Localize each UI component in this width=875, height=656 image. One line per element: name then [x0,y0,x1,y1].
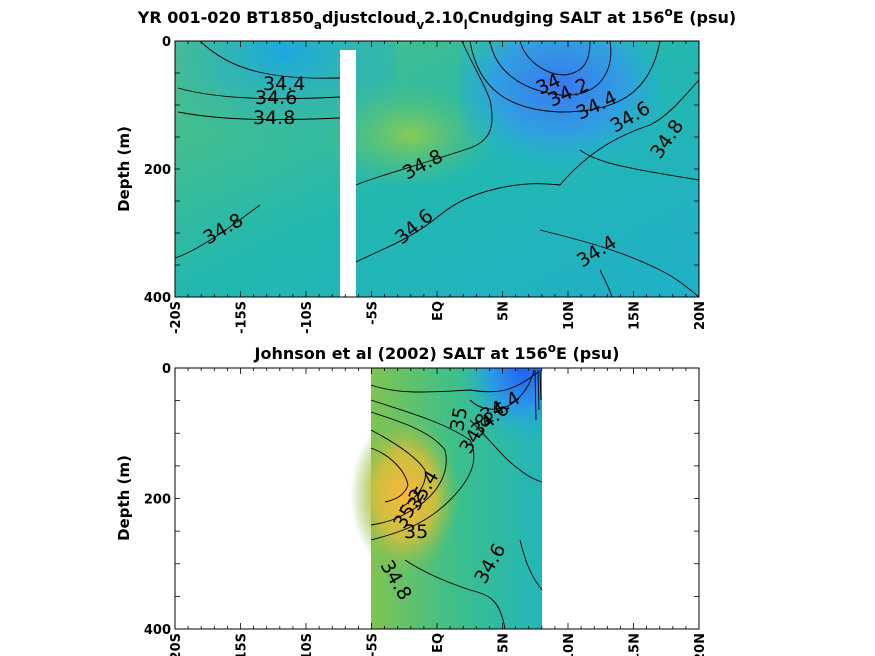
x-tick-label: -20S [169,301,184,334]
y-tick-label: 200 [144,493,171,508]
bottom-title: Johnson et al (2002) SALT at 156oE (psu) [254,341,620,363]
x-tick-label: -20S [169,633,184,656]
bottom-field-fresh-pool [450,368,542,478]
top-field-fresh-pool [460,41,660,191]
x-tick-label: -15S [235,301,250,334]
contour-label: 34.6 [255,87,297,109]
x-tick-label: -15S [235,633,250,656]
top-panel: YR 001-020 BT1850adjustcloudv2.10lCnudgi… [115,5,736,334]
x-tick-label: 20N [693,633,708,656]
bottom-contours [370,369,543,630]
top-missing-data-gap [340,50,356,298]
x-tick-label: 5N [497,633,512,653]
bottom-x-ticks: -20S -15S -10S -5S EQ 5N 10N 15N 20N [169,368,708,656]
top-title: YR 001-020 BT1850adjustcloudv2.10lCnudgi… [137,5,736,32]
x-tick-label: EQ [431,301,446,321]
x-tick-label: -10S [300,633,315,656]
contour-label: 35 [446,405,472,433]
top-field-salty-core [320,80,500,190]
x-tick-label: 10N [562,301,577,330]
top-plot-area: 34.4 34.6 34.8 34.8 34.8 34 34.2 34.4 34… [174,40,700,298]
y-tick-label: 0 [162,35,171,50]
x-tick-label: -10S [300,301,315,334]
top-y-axis-label: Depth (m) [115,126,133,212]
y-tick-label: 400 [144,623,171,638]
top-x-ticks: -20S -15S -10S -5S EQ 5N 10N 15N 20N [169,41,708,334]
top-y-ticks: 0 200 400 [144,35,699,306]
x-tick-label: 15N [628,633,643,656]
bottom-panel: Johnson et al (2002) SALT at 156oE (psu) [115,341,708,656]
bottom-plot-area: 34.4 34.6 34.8 35 35.2 35.4 35 34.8 34.6 [174,367,700,630]
x-tick-label: 5N [497,301,512,321]
x-tick-label: -5S [366,633,381,656]
x-tick-label: 15N [628,301,643,330]
bottom-data-region [350,368,542,629]
y-tick-label: 200 [144,163,171,178]
y-tick-label: 400 [144,291,171,306]
bottom-y-axis-label: Depth (m) [115,455,133,541]
y-tick-label: 0 [162,362,171,377]
x-tick-label: EQ [431,633,446,653]
x-tick-label: 10N [562,633,577,656]
contour-label: 35 [404,521,428,543]
contour-label: 34.8 [253,107,295,129]
x-tick-label: 20N [693,301,708,330]
top-contours [174,40,700,298]
bottom-y-ticks: 0 200 400 [144,362,699,638]
x-tick-label: -5S [366,301,381,325]
bottom-field-salty-core [350,415,460,575]
contour-label: 34.4 [263,73,305,95]
